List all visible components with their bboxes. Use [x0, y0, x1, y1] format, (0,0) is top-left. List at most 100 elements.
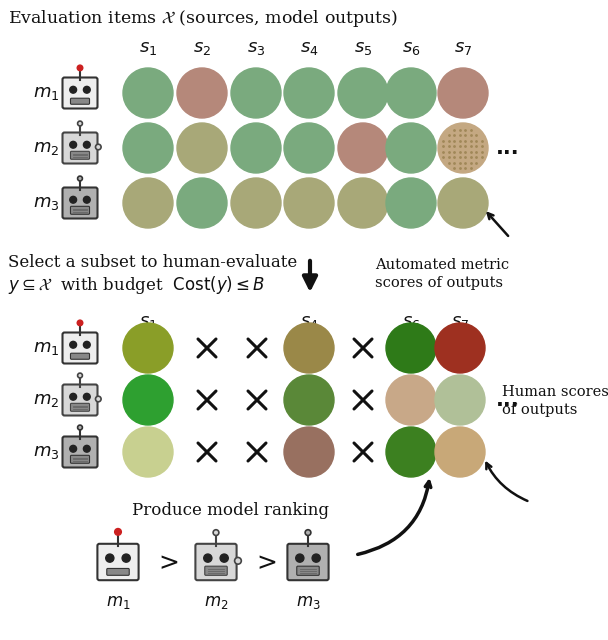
Text: $s_7$: $s_7$	[451, 313, 469, 331]
FancyBboxPatch shape	[71, 455, 89, 463]
Text: $s_1$: $s_1$	[139, 39, 157, 57]
Circle shape	[78, 425, 83, 430]
FancyBboxPatch shape	[63, 77, 97, 109]
Text: $s_6$: $s_6$	[402, 39, 420, 57]
Circle shape	[235, 557, 241, 564]
Circle shape	[83, 394, 90, 400]
FancyBboxPatch shape	[288, 544, 328, 580]
Circle shape	[231, 123, 281, 173]
Circle shape	[70, 196, 77, 203]
Circle shape	[284, 123, 334, 173]
Text: $m_1$: $m_1$	[33, 84, 59, 102]
FancyBboxPatch shape	[71, 151, 89, 159]
Circle shape	[220, 554, 228, 562]
Circle shape	[177, 178, 227, 228]
Circle shape	[435, 323, 485, 373]
Text: $>$: $>$	[252, 550, 278, 574]
Circle shape	[78, 121, 83, 126]
FancyBboxPatch shape	[71, 206, 89, 214]
Circle shape	[386, 427, 436, 477]
Circle shape	[386, 375, 436, 425]
FancyBboxPatch shape	[71, 403, 89, 412]
Text: $s_6$: $s_6$	[402, 313, 420, 331]
Text: Automated metric
scores of outputs: Automated metric scores of outputs	[375, 258, 509, 291]
Circle shape	[231, 178, 281, 228]
FancyBboxPatch shape	[71, 353, 89, 359]
Circle shape	[123, 427, 173, 477]
FancyBboxPatch shape	[63, 385, 97, 415]
Circle shape	[83, 196, 90, 203]
Circle shape	[83, 341, 90, 348]
Text: $m_1$: $m_1$	[33, 339, 59, 357]
Circle shape	[70, 394, 77, 400]
FancyBboxPatch shape	[107, 568, 130, 575]
Circle shape	[284, 178, 334, 228]
Circle shape	[83, 141, 90, 148]
Text: ...: ...	[496, 138, 520, 158]
Text: $m_2$: $m_2$	[33, 139, 59, 157]
Circle shape	[386, 323, 436, 373]
Text: $s_4$: $s_4$	[300, 313, 319, 331]
Circle shape	[435, 375, 485, 425]
Text: $s_5$: $s_5$	[354, 39, 372, 57]
Circle shape	[338, 123, 388, 173]
Circle shape	[284, 323, 334, 373]
Circle shape	[95, 144, 101, 150]
Circle shape	[295, 554, 304, 562]
Circle shape	[78, 373, 83, 378]
Text: Produce model ranking: Produce model ranking	[131, 502, 328, 519]
Circle shape	[95, 396, 101, 402]
Circle shape	[123, 123, 173, 173]
Circle shape	[386, 178, 436, 228]
Text: $s_2$: $s_2$	[193, 39, 211, 57]
Circle shape	[284, 427, 334, 477]
Circle shape	[77, 320, 83, 326]
Text: $y \subseteq \mathcal{X}$  with budget  $\mathrm{Cost}(y) \leq B$: $y \subseteq \mathcal{X}$ with budget $\…	[8, 274, 265, 296]
Text: $>$: $>$	[154, 550, 179, 574]
Circle shape	[438, 68, 488, 118]
FancyBboxPatch shape	[195, 544, 237, 580]
Circle shape	[338, 178, 388, 228]
Circle shape	[213, 530, 219, 536]
Text: $m_2$: $m_2$	[33, 391, 59, 409]
Text: $m_2$: $m_2$	[204, 594, 228, 611]
Circle shape	[115, 529, 122, 535]
Circle shape	[386, 68, 436, 118]
Circle shape	[123, 178, 173, 228]
Text: $s_1$: $s_1$	[139, 313, 157, 331]
Circle shape	[70, 341, 77, 348]
Circle shape	[305, 530, 311, 536]
Circle shape	[284, 68, 334, 118]
FancyBboxPatch shape	[71, 98, 89, 104]
Circle shape	[123, 323, 173, 373]
Text: Human scores
of outputs: Human scores of outputs	[502, 385, 608, 417]
Circle shape	[77, 65, 83, 70]
Circle shape	[435, 427, 485, 477]
Text: $m_3$: $m_3$	[33, 194, 59, 212]
Circle shape	[312, 554, 320, 562]
Circle shape	[284, 375, 334, 425]
Text: $m_1$: $m_1$	[106, 594, 130, 611]
FancyBboxPatch shape	[63, 132, 97, 163]
Text: $s_7$: $s_7$	[454, 39, 472, 57]
Text: $s_3$: $s_3$	[247, 39, 265, 57]
Circle shape	[83, 445, 90, 452]
Circle shape	[177, 123, 227, 173]
Circle shape	[83, 86, 90, 93]
Text: $s_4$: $s_4$	[300, 39, 319, 57]
Circle shape	[122, 554, 130, 562]
Text: ...: ...	[496, 390, 520, 410]
Circle shape	[204, 554, 212, 562]
FancyBboxPatch shape	[97, 544, 139, 580]
Circle shape	[70, 141, 77, 148]
Text: Evaluation items $\mathcal{X}$ (sources, model outputs): Evaluation items $\mathcal{X}$ (sources,…	[8, 8, 398, 29]
Text: $m_3$: $m_3$	[33, 443, 59, 461]
Text: Select a subset to human-evaluate: Select a subset to human-evaluate	[8, 254, 297, 271]
FancyBboxPatch shape	[297, 566, 319, 575]
Circle shape	[177, 68, 227, 118]
Circle shape	[386, 123, 436, 173]
FancyBboxPatch shape	[63, 333, 97, 364]
Circle shape	[438, 178, 488, 228]
Circle shape	[438, 123, 488, 173]
FancyBboxPatch shape	[63, 188, 97, 218]
